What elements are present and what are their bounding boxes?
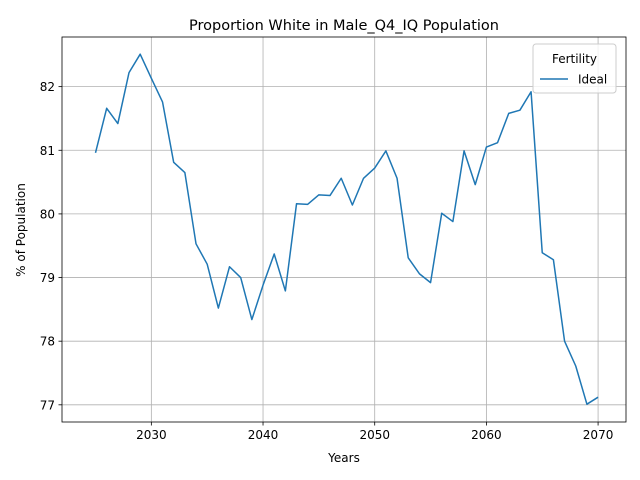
series-layer bbox=[94, 53, 599, 405]
x-axis-label: Years bbox=[327, 451, 360, 465]
legend-title: Fertility bbox=[552, 52, 597, 66]
y-tick-label: 77 bbox=[40, 398, 55, 412]
y-axis-label: % of Population bbox=[14, 183, 28, 277]
series-line-ideal bbox=[94, 53, 599, 405]
y-tick-label: 78 bbox=[40, 335, 55, 349]
legend: Fertility Ideal bbox=[532, 43, 617, 94]
grid-lines bbox=[62, 37, 626, 422]
legend-box bbox=[532, 43, 617, 94]
x-tick-label: 2060 bbox=[471, 428, 502, 442]
x-tick-label: 2070 bbox=[583, 428, 614, 442]
y-tick-label: 80 bbox=[40, 207, 55, 221]
legend-entry-label: Ideal bbox=[578, 73, 607, 87]
x-tick-label: 2050 bbox=[359, 428, 390, 442]
x-tick-label: 2040 bbox=[248, 428, 279, 442]
y-tick-label: 79 bbox=[40, 271, 55, 285]
x-axis-ticks: 2030 2040 2050 2060 2070 bbox=[136, 422, 613, 442]
y-axis-ticks: 77 78 79 80 81 82 bbox=[40, 80, 62, 412]
y-tick-label: 82 bbox=[40, 80, 55, 94]
axes-frame bbox=[61, 36, 627, 423]
x-tick-label: 2030 bbox=[136, 428, 167, 442]
y-tick-label: 81 bbox=[40, 144, 55, 158]
chart-title: Proportion White in Male_Q4_IQ Populatio… bbox=[189, 18, 499, 34]
